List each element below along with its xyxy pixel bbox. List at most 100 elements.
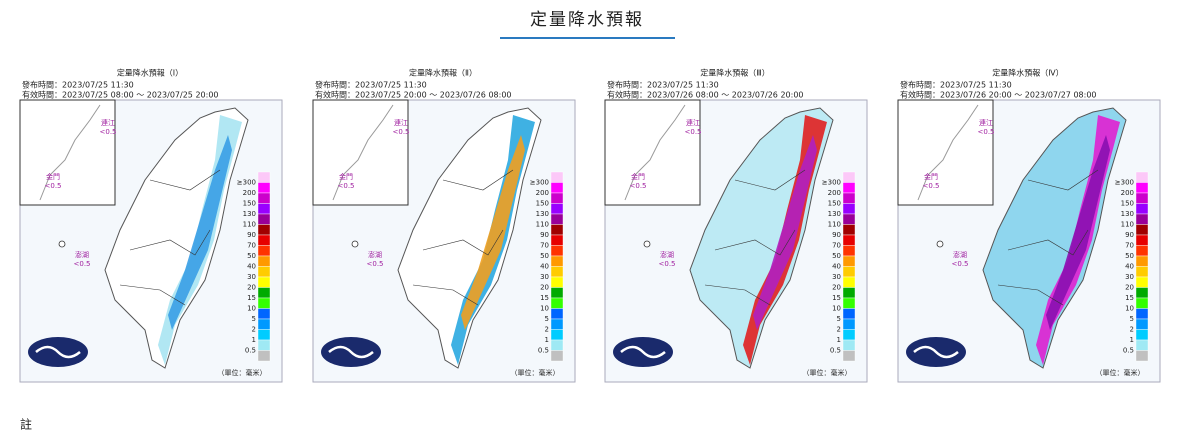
legend-label: 150 xyxy=(828,200,841,208)
forecast-panel: 定量降水預報（Ⅳ） 發布時間：2023/07/25 11:30有效時間：2023/… xyxy=(897,68,1161,383)
legend-swatch xyxy=(257,350,271,362)
county-lines xyxy=(704,284,771,306)
legend-swatch xyxy=(842,339,856,351)
legend-label: 200 xyxy=(828,189,841,197)
county-lines xyxy=(422,229,504,256)
county-lines xyxy=(119,284,186,306)
legend-label: 30 xyxy=(832,273,841,281)
legend-swatch xyxy=(550,329,564,341)
inset-frame xyxy=(19,99,116,206)
cwa-logo-swirl xyxy=(620,345,666,359)
inset-frame xyxy=(897,99,994,206)
island-mark xyxy=(351,240,359,248)
legend-swatch xyxy=(550,203,564,215)
panel-title: 定量降水預報（Ⅱ） xyxy=(409,68,477,78)
unit-label: （單位：毫米） xyxy=(511,368,560,377)
county-lines xyxy=(1027,169,1099,191)
legend-swatch xyxy=(257,192,271,204)
legend-label: 50 xyxy=(1125,252,1134,260)
unit-label: （單位：毫米） xyxy=(803,368,852,377)
island-name: 金門 xyxy=(631,172,645,181)
coastline xyxy=(917,104,979,201)
legend-label: 30 xyxy=(247,273,256,281)
legend-swatch xyxy=(257,329,271,341)
island-name: 澎湖 xyxy=(953,250,967,259)
legend-label: 2 xyxy=(252,326,256,334)
legend-swatch xyxy=(1135,276,1149,288)
unit-label: （單位：毫米） xyxy=(1096,368,1145,377)
legend-swatch xyxy=(257,213,271,225)
island-mark xyxy=(643,240,651,248)
legend-swatch xyxy=(550,192,564,204)
legend-swatch xyxy=(257,245,271,257)
island-value: <0.5 xyxy=(100,128,117,136)
inset-frame xyxy=(604,99,701,206)
legend-swatch xyxy=(1135,297,1149,309)
legend-swatch xyxy=(257,339,271,351)
legend-label: 110 xyxy=(243,221,256,229)
island-mark xyxy=(58,240,66,248)
panel-title: 定量降水預報（Ⅳ） xyxy=(992,68,1063,78)
county-lines xyxy=(412,284,479,306)
forecast-panel: 定量降水預報（Ⅲ） 發布時間：2023/07/25 11:30有效時間：2023/… xyxy=(604,68,868,383)
issue-time: 發布時間：2023/07/25 11:30 xyxy=(315,80,427,90)
legend-swatch xyxy=(550,224,564,236)
legend-label: 90 xyxy=(540,231,549,239)
legend-label: 2 xyxy=(837,326,841,334)
legend-label: 70 xyxy=(247,242,256,250)
legend-label: 40 xyxy=(832,263,841,271)
coastline xyxy=(39,104,101,201)
legend-swatch xyxy=(257,255,271,267)
legend-label: 40 xyxy=(247,263,256,271)
cwa-logo-swirl xyxy=(328,345,374,359)
legend-label: 150 xyxy=(536,200,549,208)
issue-time: 發布時間：2023/07/25 11:30 xyxy=(607,80,719,90)
valid-time: 有效時間：2023/07/26 08:00 ～ 2023/07/26 20:00 xyxy=(607,90,804,100)
legend-label: 1 xyxy=(545,336,549,344)
coastline xyxy=(332,104,394,201)
island-name: 金門 xyxy=(339,172,353,181)
panel-title: 定量降水預報（Ⅲ） xyxy=(700,68,770,78)
issue-time: 發布時間：2023/07/25 11:30 xyxy=(900,80,1012,90)
legend-label: 110 xyxy=(536,221,549,229)
island-name: 澎湖 xyxy=(368,250,382,259)
legend-label: 70 xyxy=(1125,242,1134,250)
legend-swatch xyxy=(842,266,856,278)
legend-swatch xyxy=(1135,318,1149,330)
legend-swatch xyxy=(550,234,564,246)
legend-label: 130 xyxy=(1121,210,1134,218)
legend-label: 0.5 xyxy=(830,347,841,355)
legend-label: 70 xyxy=(540,242,549,250)
legend-label: 15 xyxy=(540,294,549,302)
legend-swatch xyxy=(257,182,271,194)
legend-swatch xyxy=(1135,308,1149,320)
legend-label: 110 xyxy=(828,221,841,229)
legend-swatch xyxy=(257,276,271,288)
legend-swatch xyxy=(842,308,856,320)
legend-swatch xyxy=(550,339,564,351)
legend-label: ≥300 xyxy=(1115,179,1134,187)
county-lines xyxy=(129,229,211,256)
legend-label: 20 xyxy=(540,284,549,292)
legend-swatch xyxy=(257,203,271,215)
legend-label: 90 xyxy=(1125,231,1134,239)
legend-label: 30 xyxy=(1125,273,1134,281)
legend-label: 90 xyxy=(247,231,256,239)
legend-swatch xyxy=(257,224,271,236)
island-value: <0.5 xyxy=(685,128,702,136)
legend-swatch xyxy=(550,308,564,320)
island-value: <0.5 xyxy=(74,260,91,268)
legend-swatch xyxy=(1135,287,1149,299)
legend-label: 5 xyxy=(545,315,549,323)
legend-label: 130 xyxy=(243,210,256,218)
island-mark xyxy=(936,240,944,248)
footer-note: 註 xyxy=(20,418,32,432)
legend-swatch xyxy=(842,203,856,215)
legend-label: 50 xyxy=(540,252,549,260)
legend-swatch xyxy=(1135,234,1149,246)
legend-swatch xyxy=(1135,255,1149,267)
legend-label: ≥300 xyxy=(237,179,256,187)
legend-swatch xyxy=(550,213,564,225)
island-name: 連江 xyxy=(101,118,115,127)
